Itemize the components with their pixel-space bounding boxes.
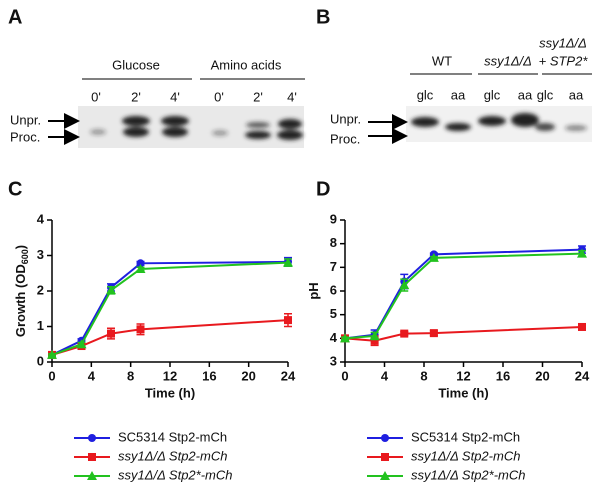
point (135, 263, 146, 273)
y-label-end: ) (13, 245, 28, 249)
x-tick-label: 8 (420, 368, 427, 383)
series-line (51, 261, 289, 356)
blot-bands (411, 113, 587, 131)
point (369, 330, 380, 340)
group-label: ssy1Δ/Δ (484, 53, 532, 68)
lane-label: 2' (253, 89, 263, 104)
y-axis-label: Growth (OD600) (13, 245, 30, 337)
y-tick-label: 3 (330, 353, 337, 368)
legend-label: ssy1Δ/Δ Stp2-mCh (411, 448, 520, 463)
legend-marker (88, 453, 96, 461)
panel-letter: A (8, 6, 22, 28)
panel-letter: B (316, 6, 330, 28)
x-tick-label: 4 (88, 368, 96, 383)
lane-label: aa (451, 87, 466, 102)
blot-bands (90, 116, 303, 140)
x-tick-label: 16 (496, 368, 510, 383)
point (578, 322, 586, 331)
series-line (51, 319, 289, 356)
y-tick-label: 9 (330, 211, 337, 226)
series-line (344, 325, 583, 342)
x-tick-label: 12 (456, 368, 470, 383)
point (283, 257, 293, 267)
group-label: WT (432, 53, 452, 68)
panel-letter: D (316, 178, 330, 200)
marker-label: Proc. (10, 129, 40, 144)
legend-label: SC5314 Stp2-mCh (118, 429, 227, 444)
legend-marker (380, 471, 390, 480)
marker-label: Proc. (330, 131, 360, 146)
lane-label: aa (569, 87, 584, 102)
lane-label: aa (518, 87, 533, 102)
group-label: + STP2* (539, 53, 589, 68)
y-tick-label: 4 (37, 211, 45, 226)
legend-label: ssy1Δ/Δ Stp2*-mCh (118, 467, 233, 482)
y-tick-label: 2 (37, 282, 44, 297)
legend-marker (87, 471, 97, 480)
lane-label: 4' (170, 89, 180, 104)
lane-label: glc (417, 87, 434, 102)
point (107, 329, 115, 338)
x-tick-label: 24 (575, 368, 590, 383)
y-tick-label: 6 (330, 282, 337, 297)
series-line (51, 260, 289, 356)
group-label: ssy1Δ/Δ (539, 35, 587, 50)
x-tick-label: 16 (202, 368, 216, 383)
panel-letter: C (8, 178, 22, 200)
blot (78, 106, 304, 148)
x-tick-label: 20 (535, 368, 549, 383)
point (136, 325, 145, 334)
marker-label: Unpr. (10, 112, 41, 127)
legend-label: ssy1Δ/Δ Stp2*-mCh (411, 467, 526, 482)
x-tick-label: 4 (381, 368, 389, 383)
y-tick-label: 1 (37, 318, 44, 333)
y-tick-label: 5 (330, 306, 337, 321)
y-tick-label: 3 (37, 247, 44, 262)
group-label: Glucose (112, 57, 160, 72)
point (577, 248, 587, 258)
lane-label: 4' (287, 89, 297, 104)
y-tick-label: 0 (37, 353, 44, 368)
point (106, 285, 116, 295)
point (399, 280, 410, 290)
point (429, 329, 438, 338)
point (76, 339, 87, 349)
y-tick-label: 8 (330, 235, 337, 250)
y-tick-label: 4 (330, 330, 338, 345)
x-axis-label: Time (h) (145, 385, 195, 400)
x-tick-label: 24 (281, 368, 296, 383)
x-tick-label: 0 (341, 368, 348, 383)
lane-label: 0' (91, 89, 101, 104)
y-label-sub: 600 (20, 249, 30, 264)
point (340, 333, 350, 343)
y-label-text: Growth (OD (13, 264, 28, 337)
legend-label: SC5314 Stp2-mCh (411, 429, 520, 444)
lane-label: glc (537, 87, 554, 102)
marker-label: Unpr. (330, 111, 361, 126)
point (400, 329, 409, 338)
x-axis-label: Time (h) (438, 385, 488, 400)
point (136, 259, 145, 268)
point (47, 349, 57, 359)
legend-marker (381, 453, 389, 461)
group-label: Amino acids (211, 57, 282, 72)
x-tick-label: 8 (127, 368, 134, 383)
legend-label: ssy1Δ/Δ Stp2-mCh (118, 448, 227, 463)
y-tick-label: 7 (330, 259, 337, 274)
legend-marker (381, 434, 389, 442)
series-line (344, 252, 583, 340)
point (428, 252, 439, 262)
legend-marker (88, 434, 96, 442)
x-tick-label: 12 (163, 368, 177, 383)
y-label-text: pH (306, 282, 321, 299)
lane-label: 2' (131, 89, 141, 104)
y-axis-label: pH (306, 282, 321, 299)
point (370, 336, 379, 345)
x-tick-label: 20 (241, 368, 255, 383)
x-tick-label: 0 (48, 368, 55, 383)
lane-label: 0' (214, 89, 224, 104)
point (284, 316, 292, 325)
lane-label: glc (484, 87, 501, 102)
